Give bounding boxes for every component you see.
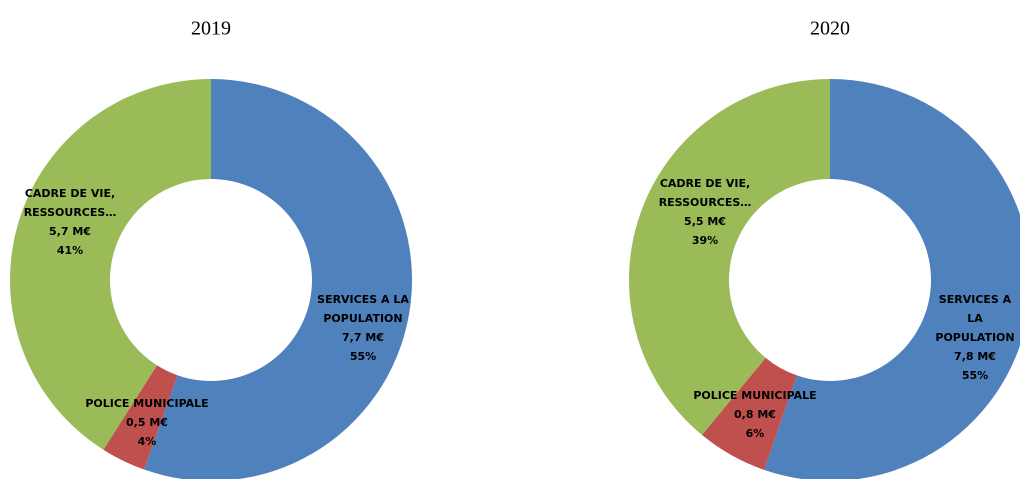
donut-slice — [144, 79, 412, 479]
category-name: POLICE MUNICIPALE — [85, 397, 209, 410]
value-label: 0,5 M€ — [126, 416, 168, 429]
donut-slice — [10, 79, 211, 450]
value-label: 5,5 M€ — [684, 215, 726, 228]
donut-slice — [701, 357, 797, 470]
percent-label: 39% — [691, 234, 719, 247]
value-label: 7,7 M€ — [342, 331, 384, 344]
slice-label: SERVICES A LA POPULATION 7,8 M€ 55% — [935, 290, 1014, 385]
percent-label: 6% — [745, 427, 765, 440]
slice-label: CADRE DE VIE, RESSOURCES… 5,5 M€ 39% — [659, 174, 752, 250]
percent-label: 4% — [137, 435, 157, 448]
category-name: POLICE MUNICIPALE — [693, 389, 817, 402]
percent-label: 55% — [349, 350, 377, 363]
slice-label: SERVICES A LA POPULATION 7,7 M€ 55% — [317, 290, 409, 366]
chart-title: 2019 — [191, 18, 231, 40]
value-label: 5,7 M€ — [49, 225, 91, 238]
category-name: SERVICES A LA POPULATION — [317, 293, 409, 325]
slice-label: CADRE DE VIE, RESSOURCES… 5,7 M€ 41% — [24, 184, 117, 260]
slice-label: POLICE MUNICIPALE 0,8 M€ 6% — [693, 386, 816, 443]
donut-slice — [103, 365, 178, 470]
category-name: CADRE DE VIE, RESSOURCES… — [23, 187, 117, 219]
category-name: SERVICES A LA POPULATION — [935, 293, 1015, 344]
percent-label: 41% — [56, 244, 84, 257]
donut-slice — [629, 78, 830, 435]
donut-slice — [764, 79, 1020, 479]
slice-label: POLICE MUNICIPALE 0,5 M€ 4% — [85, 394, 208, 451]
value-label: 0,8 M€ — [734, 408, 776, 421]
category-name: CADRE DE VIE, RESSOURCES… — [658, 177, 752, 209]
value-label: 7,8 M€ — [954, 350, 996, 363]
chart-title: 2020 — [810, 18, 850, 40]
percent-label: 55% — [961, 369, 989, 382]
